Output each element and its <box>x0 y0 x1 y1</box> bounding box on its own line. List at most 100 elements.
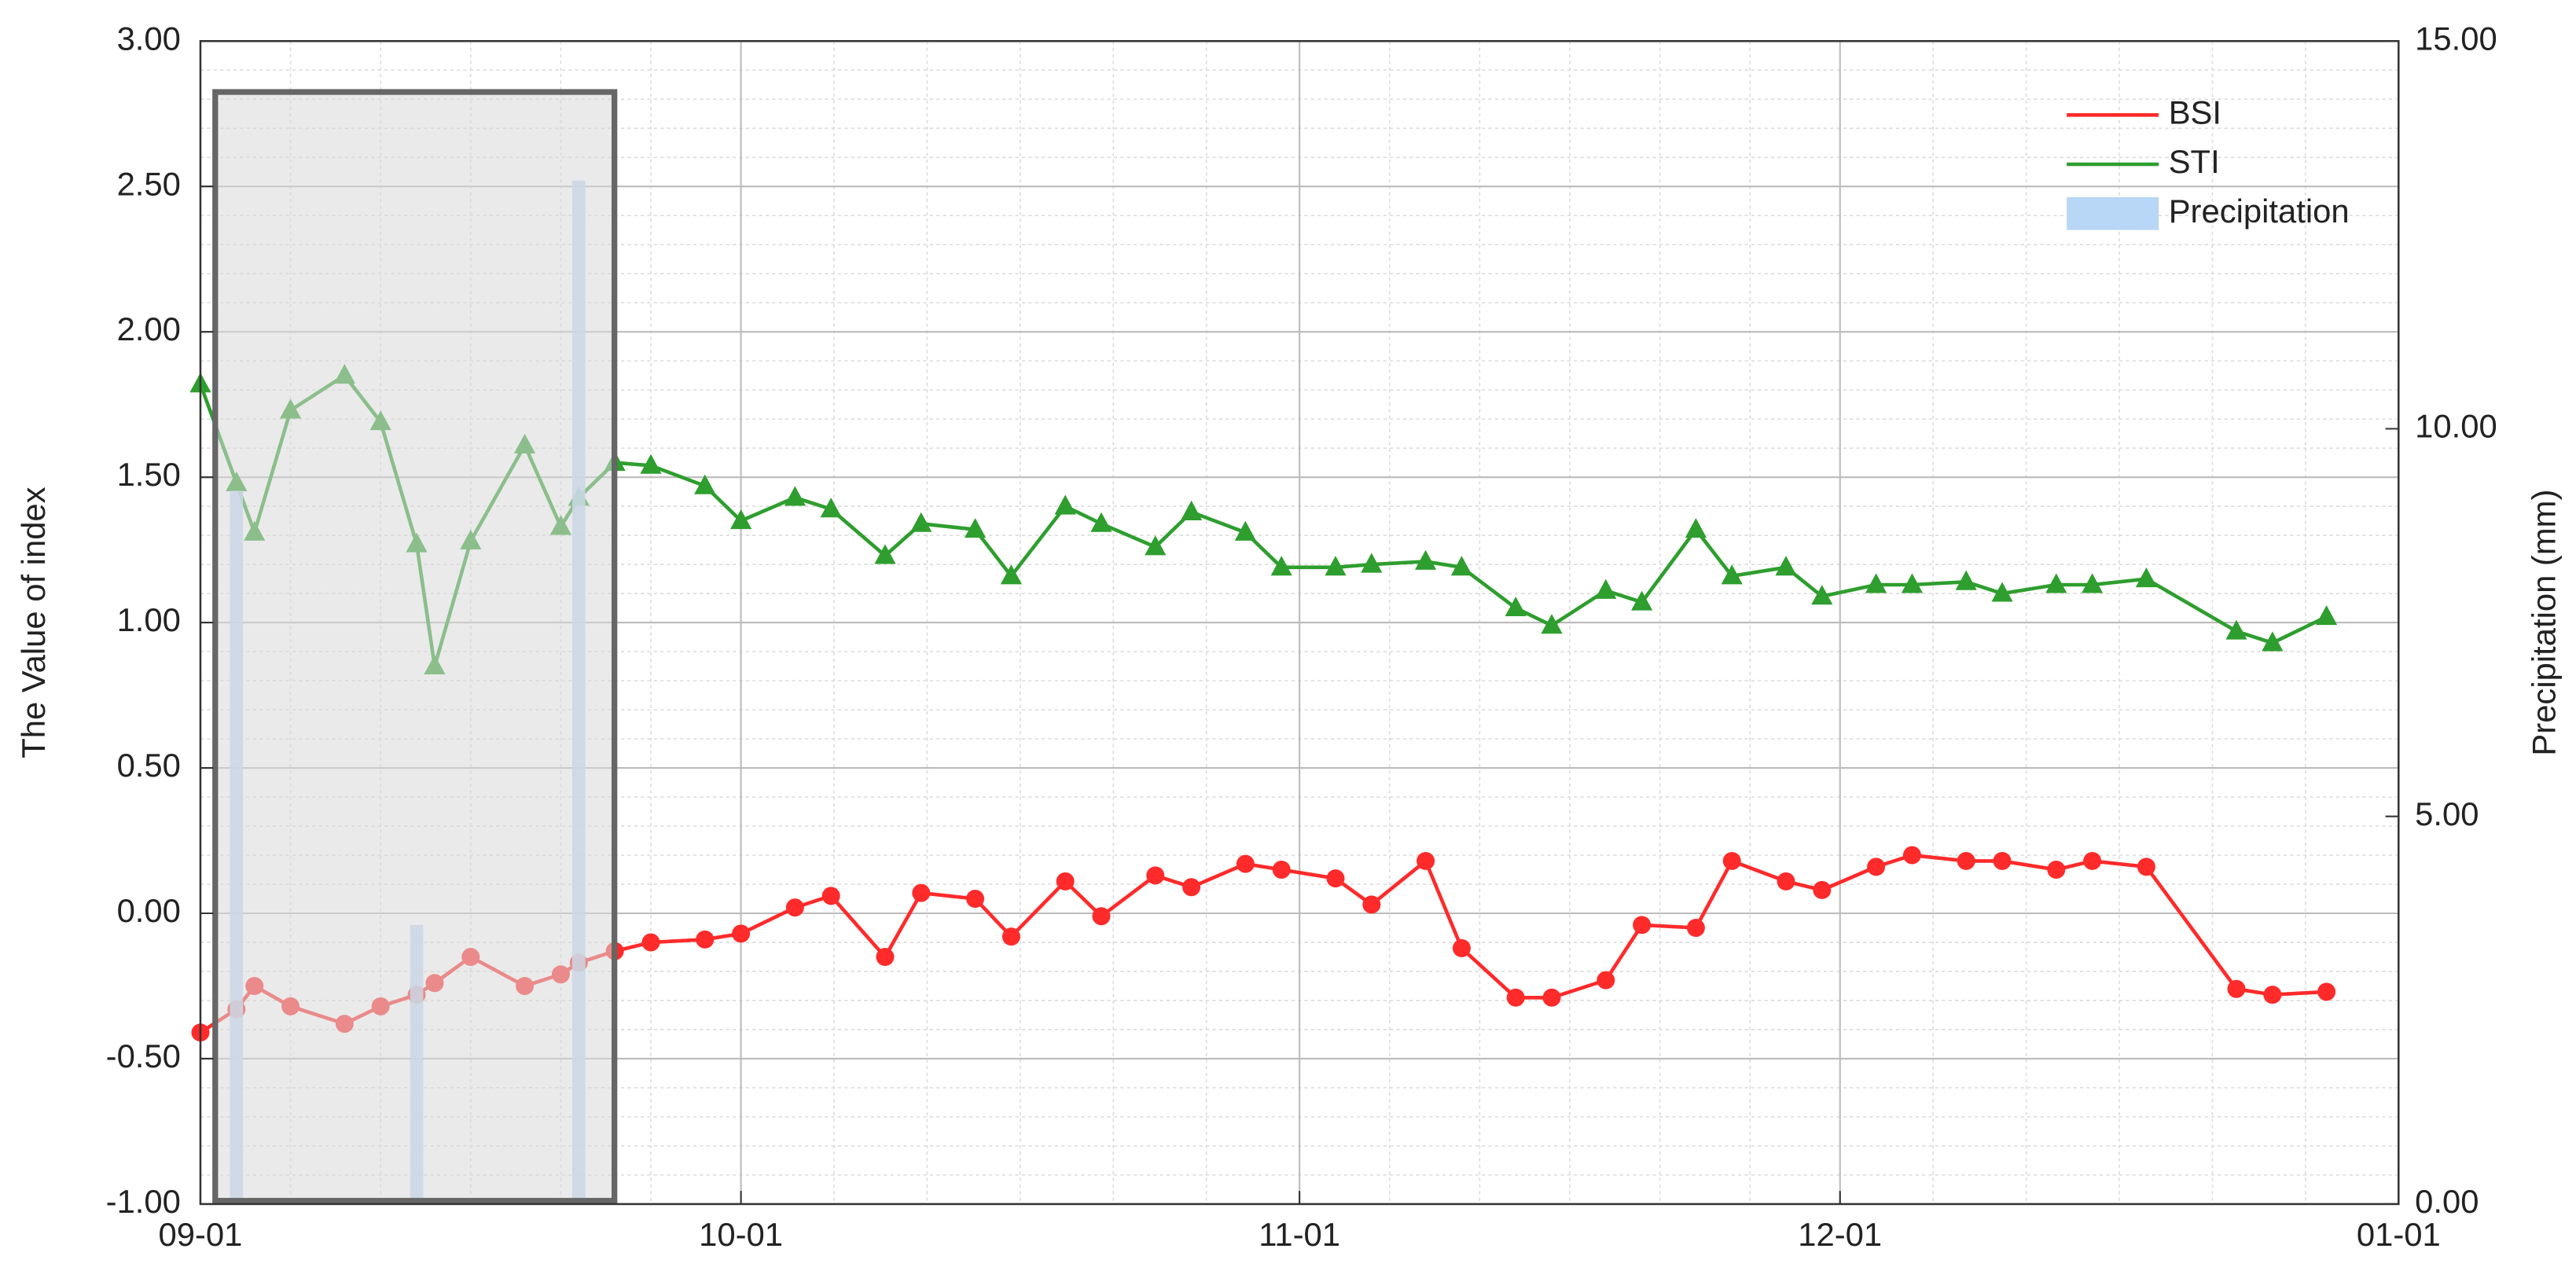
y2-tick-label: 10.00 <box>2415 408 2497 445</box>
marker <box>966 890 985 909</box>
marker <box>1090 512 1112 532</box>
y2-tick-label: 15.00 <box>2415 20 2497 57</box>
marker <box>1957 851 1975 870</box>
y-tick-label: 0.00 <box>117 892 181 929</box>
x-tick-label: 10-01 <box>699 1216 783 1253</box>
marker <box>964 518 987 538</box>
x-tick-label: 11-01 <box>1259 1216 1340 1253</box>
marker <box>1777 872 1795 891</box>
marker <box>1325 556 1347 576</box>
y-tick-label: -0.50 <box>106 1037 181 1074</box>
marker <box>2082 573 2104 593</box>
marker <box>1541 614 1563 634</box>
marker <box>1000 564 1022 585</box>
marker <box>1414 549 1437 570</box>
legend-swatch <box>2067 196 2159 230</box>
marker <box>1234 520 1256 541</box>
marker <box>874 544 896 564</box>
marker <box>1092 907 1111 926</box>
legend-label: Precipitation <box>2169 193 2350 230</box>
marker <box>696 930 715 949</box>
marker <box>1417 851 1435 870</box>
marker <box>1542 988 1561 1007</box>
marker <box>784 486 806 506</box>
marker <box>1631 590 1653 611</box>
y-tick-label: 0.50 <box>117 747 181 784</box>
marker <box>1450 556 1472 576</box>
marker <box>2045 573 2067 593</box>
y-tick-label: 3.00 <box>117 20 181 57</box>
marker <box>1361 553 1383 573</box>
marker <box>1955 570 1977 590</box>
marker <box>1993 851 2012 870</box>
marker <box>1721 564 1743 585</box>
marker <box>2263 986 2282 1004</box>
y2-tick-label: 5.00 <box>2415 795 2479 832</box>
marker <box>1056 872 1075 891</box>
marker <box>912 883 931 902</box>
y2-tick-label: 0.00 <box>2415 1183 2479 1220</box>
marker <box>1685 518 1707 538</box>
y-tick-label: 1.00 <box>117 601 181 638</box>
marker <box>910 512 932 532</box>
marker <box>1270 556 1292 576</box>
marker <box>1452 938 1471 957</box>
marker <box>1272 861 1291 880</box>
marker <box>1813 880 1832 899</box>
marker <box>2227 979 2246 998</box>
marker <box>1867 858 1886 876</box>
marker <box>1597 971 1615 990</box>
marker <box>876 948 895 966</box>
marker <box>1901 573 1924 593</box>
marker <box>1326 869 1345 888</box>
marker <box>2135 567 2157 588</box>
y-tick-label: 2.00 <box>117 310 181 347</box>
marker <box>1686 919 1705 938</box>
marker <box>1775 556 1797 576</box>
marker <box>1902 846 1921 865</box>
marker <box>2047 861 2066 880</box>
marker <box>1054 494 1076 515</box>
y2-axis-label: Precipitation (mm) <box>2525 490 2562 756</box>
x-tick-label: 01-01 <box>2357 1216 2441 1253</box>
marker <box>1182 878 1201 897</box>
marker <box>1001 927 1020 946</box>
marker <box>1595 578 1617 599</box>
marker <box>1811 585 1833 605</box>
marker <box>821 887 840 905</box>
marker <box>2317 982 2336 1001</box>
marker <box>2083 851 2102 870</box>
marker <box>1991 582 2013 602</box>
y-tick-label: -1.00 <box>106 1183 181 1220</box>
marker <box>2316 605 2338 626</box>
marker <box>820 498 842 518</box>
marker <box>694 474 716 494</box>
x-tick-label: 12-01 <box>1798 1216 1882 1253</box>
x-tick-label: 09-01 <box>159 1216 243 1253</box>
legend-label: BSI <box>2169 94 2221 130</box>
marker <box>1506 988 1525 1007</box>
marker <box>2225 619 2247 640</box>
highlight-box <box>212 89 618 1204</box>
marker <box>1505 596 1527 617</box>
marker <box>641 933 660 952</box>
plot-frame <box>199 40 2400 1206</box>
marker <box>1865 573 1887 593</box>
marker <box>1145 535 1167 556</box>
marker <box>640 454 662 474</box>
marker <box>1236 854 1255 873</box>
y-axis-label: The Value of index <box>15 487 52 758</box>
y-tick-label: 2.50 <box>117 165 181 202</box>
marker <box>1633 916 1652 935</box>
marker <box>1146 866 1165 885</box>
marker <box>1181 500 1203 520</box>
marker <box>730 509 752 530</box>
marker <box>785 898 804 917</box>
marker <box>732 924 751 943</box>
marker <box>1722 851 1741 870</box>
y-tick-label: 1.50 <box>117 456 181 493</box>
marker <box>2262 631 2284 652</box>
marker <box>2137 858 2155 876</box>
